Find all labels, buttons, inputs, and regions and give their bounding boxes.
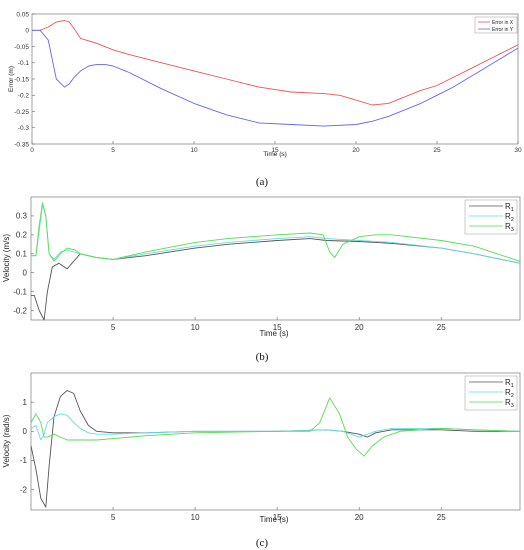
panel-c: 5 10 15 20 25 10-1-2 Time (s) Velocity (rad/… [2,372,521,549]
panel-b-x-tick-label: 25 [437,323,446,332]
panel-a-x-tick-label: 25 [433,147,441,154]
panel-b-legend-label-r2: R2 [505,212,514,223]
panel-b-x-tick-label: 10 [191,323,200,332]
panel-b-legend-label-r1: R1 [505,202,514,213]
panel-c-series-3-line [30,397,521,457]
panel-a-series-2-line [32,29,519,127]
panel-c-x-tick-label: 10 [191,513,200,522]
panel-b-y-tick-label: -0.1 [13,287,27,296]
panel-a-x-tick-label: 15 [271,147,279,154]
panel-b-x-tick-label: 20 [355,323,364,332]
panel-c-legend-label-r3: R3 [505,398,514,409]
panel-b-y-tick-label: 0 [23,268,28,277]
panel-a-y-axis-label: Error (m) [8,66,15,92]
panel-c-legend-label-r2: R2 [505,388,514,399]
panel-b-y-tick-label: -0.2 [13,306,27,315]
panel-a-y-tick-label: -0.35 [14,141,29,148]
panel-b-y-tick-label: 0.2 [16,231,28,240]
panel-c-x-tick-label: 5 [111,513,116,522]
panel-c-x-ticks: 5 10 15 20 25 [111,507,446,522]
panel-b-plot-frame [30,196,521,321]
panel-c-legend: R1 R2 R3 [464,375,518,411]
panel-c-y-tick-label: -1 [20,456,28,465]
panel-a-y-tick-label: -0.2 [18,93,30,100]
panel-b-series-3-line [31,202,521,262]
panel-c-y-tick-label: -2 [20,485,28,494]
panel-c-series [30,390,521,508]
panel-c-caption: (c) [256,537,269,549]
panel-a-y-tick-label: -0.3 [18,125,30,132]
panel-c-x-tick-label: 25 [437,513,446,522]
panel-b-x-tick-label: 5 [111,323,116,332]
panel-c-series-2-line [30,413,521,441]
panel-a-x-tick-label: 5 [111,147,115,154]
panel-b-x-tick-label: 15 [273,323,282,332]
panel-c-y-tick-label: 1 [23,398,28,407]
panel-a-y-tick-label: -0.1 [18,60,30,67]
panel-a-y-tick-label: -0.25 [14,109,29,116]
panel-a-legend: Error in X Error in Y [474,16,518,34]
panel-b-y-axis-label: Velocity (m/s) [2,234,11,282]
panel-b-y-ticks: 0.3 0.2 0.1 0 -0.1 -0.2 [13,212,34,315]
panel-c-series-1-line [30,390,520,508]
panel-c-x-axis-label: Time (s) [259,515,288,524]
panel-a-series [32,20,519,127]
panel-a-y-tick-label: -0.15 [14,76,29,83]
panel-a-series-1-line [32,20,519,106]
panel-a-x-tick-label: 0 [30,147,34,154]
panel-a-legend-label-x: Error in X [492,20,514,26]
panel-a-x-tick-label: 30 [514,147,522,154]
panel-a: 0 5 10 15 20 25 30 0.05 0 -0.05 -0.1 -0.15 -0.2 -0.2… [8,11,522,188]
panel-b-legend-label-r3: R3 [505,222,514,233]
panel-a-y-tick-label: -0.05 [14,44,29,51]
panel-c-x-tick-label: 20 [355,513,364,522]
panel-a-x-tick-label: 10 [190,147,198,154]
panel-b-y-tick-label: 0.1 [16,250,28,259]
panel-a-legend-label-y: Error in Y [492,27,514,33]
panel-c-x-tick-label: 15 [273,513,282,522]
panel-a-x-tick-label: 20 [352,147,360,154]
panel-c-y-ticks: 1 0 -1 -2 [20,398,34,494]
panel-a-y-tick-label: 0 [25,28,29,35]
panel-c-legend-label-r1: R1 [505,378,514,389]
panel-a-x-axis-label: Time (s) [263,151,287,158]
panel-a-caption: (a) [256,176,269,188]
panel-b-series [31,202,521,321]
panel-c-plot-frame [30,372,521,511]
panel-b-legend: R1 R2 R3 [464,199,518,235]
panel-b-x-ticks: 5 10 15 20 25 [111,317,446,332]
panel-a-y-tick-label: 0.05 [16,11,29,18]
panel-c-y-axis-label: Velocity (rad/s) [2,414,11,467]
panel-b-y-tick-label: 0.3 [16,212,28,221]
panel-c-y-tick-label: 0 [23,427,28,436]
panel-b-caption: (b) [256,351,269,363]
panel-a-x-ticks: 0 5 10 15 20 25 30 [30,141,522,154]
panel-b: 5 10 15 20 25 0.3 0.2 0.1 0 -0.1 -0.2 Time (s) Ve… [2,196,521,363]
panel-a-plot-frame [31,13,519,145]
panel-b-x-axis-label: Time (s) [259,329,288,338]
